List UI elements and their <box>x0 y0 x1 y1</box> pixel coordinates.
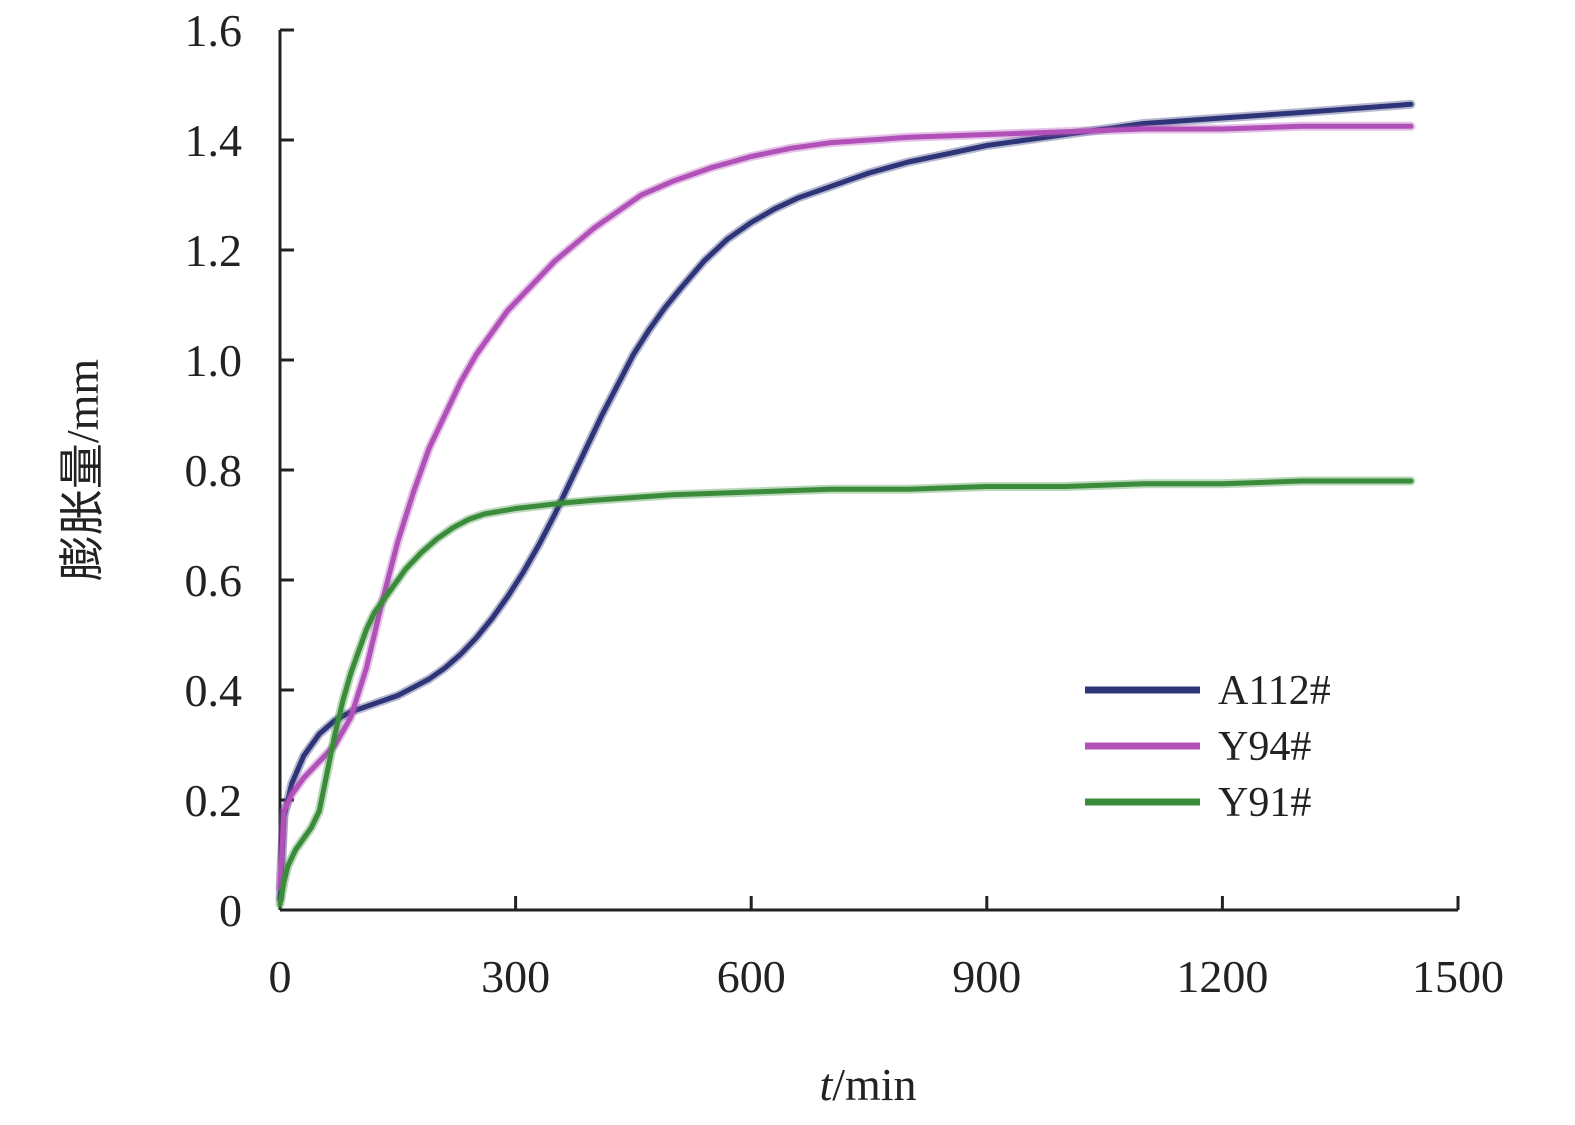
series-y91-line <box>277 478 1414 907</box>
x-tick-label: 300 <box>481 951 550 1002</box>
y-axis-title: 膨胀量/mm <box>57 359 108 582</box>
y-tick-label: 0.6 <box>185 555 243 606</box>
y-tick-label: 1.0 <box>185 335 243 386</box>
y-tick-label: 0 <box>219 885 242 936</box>
x-ticks: 0 300 600 900 1200 1500 <box>269 896 1504 1002</box>
x-tick-label: 1500 <box>1412 951 1504 1002</box>
x-tick-label: 1200 <box>1176 951 1268 1002</box>
y-tick-label: 1.6 <box>185 5 243 56</box>
x-axis-title: t/min <box>819 1059 916 1110</box>
y-tick-label: 0.8 <box>185 445 243 496</box>
legend: A112# Y94# Y91# <box>1085 668 1331 826</box>
x-axis-title-variable: t <box>819 1059 833 1110</box>
series-a112-line <box>277 101 1414 902</box>
y-tick-label: 0.2 <box>185 775 243 826</box>
x-tick-label: 600 <box>717 951 786 1002</box>
series-y94-halo <box>275 121 1416 893</box>
x-tick-label: 0 <box>269 951 292 1002</box>
legend-label-y94: Y94# <box>1218 724 1311 770</box>
legend-label-y91: Y91# <box>1218 780 1311 826</box>
y-tick-label: 1.4 <box>185 115 243 166</box>
x-tick-label: 900 <box>952 951 1021 1002</box>
y-tick-label: 1.2 <box>185 225 243 276</box>
y-tick-label: 0.4 <box>185 665 243 716</box>
legend-label-a112: A112# <box>1218 668 1331 714</box>
series-y94-line <box>277 123 1414 891</box>
y-ticks: 0 0.2 0.4 0.6 0.8 1.0 1.2 1.4 1.6 <box>185 5 294 936</box>
axes <box>278 30 1458 912</box>
series-layer <box>275 99 1416 909</box>
x-axis-title-unit: /min <box>832 1059 916 1110</box>
